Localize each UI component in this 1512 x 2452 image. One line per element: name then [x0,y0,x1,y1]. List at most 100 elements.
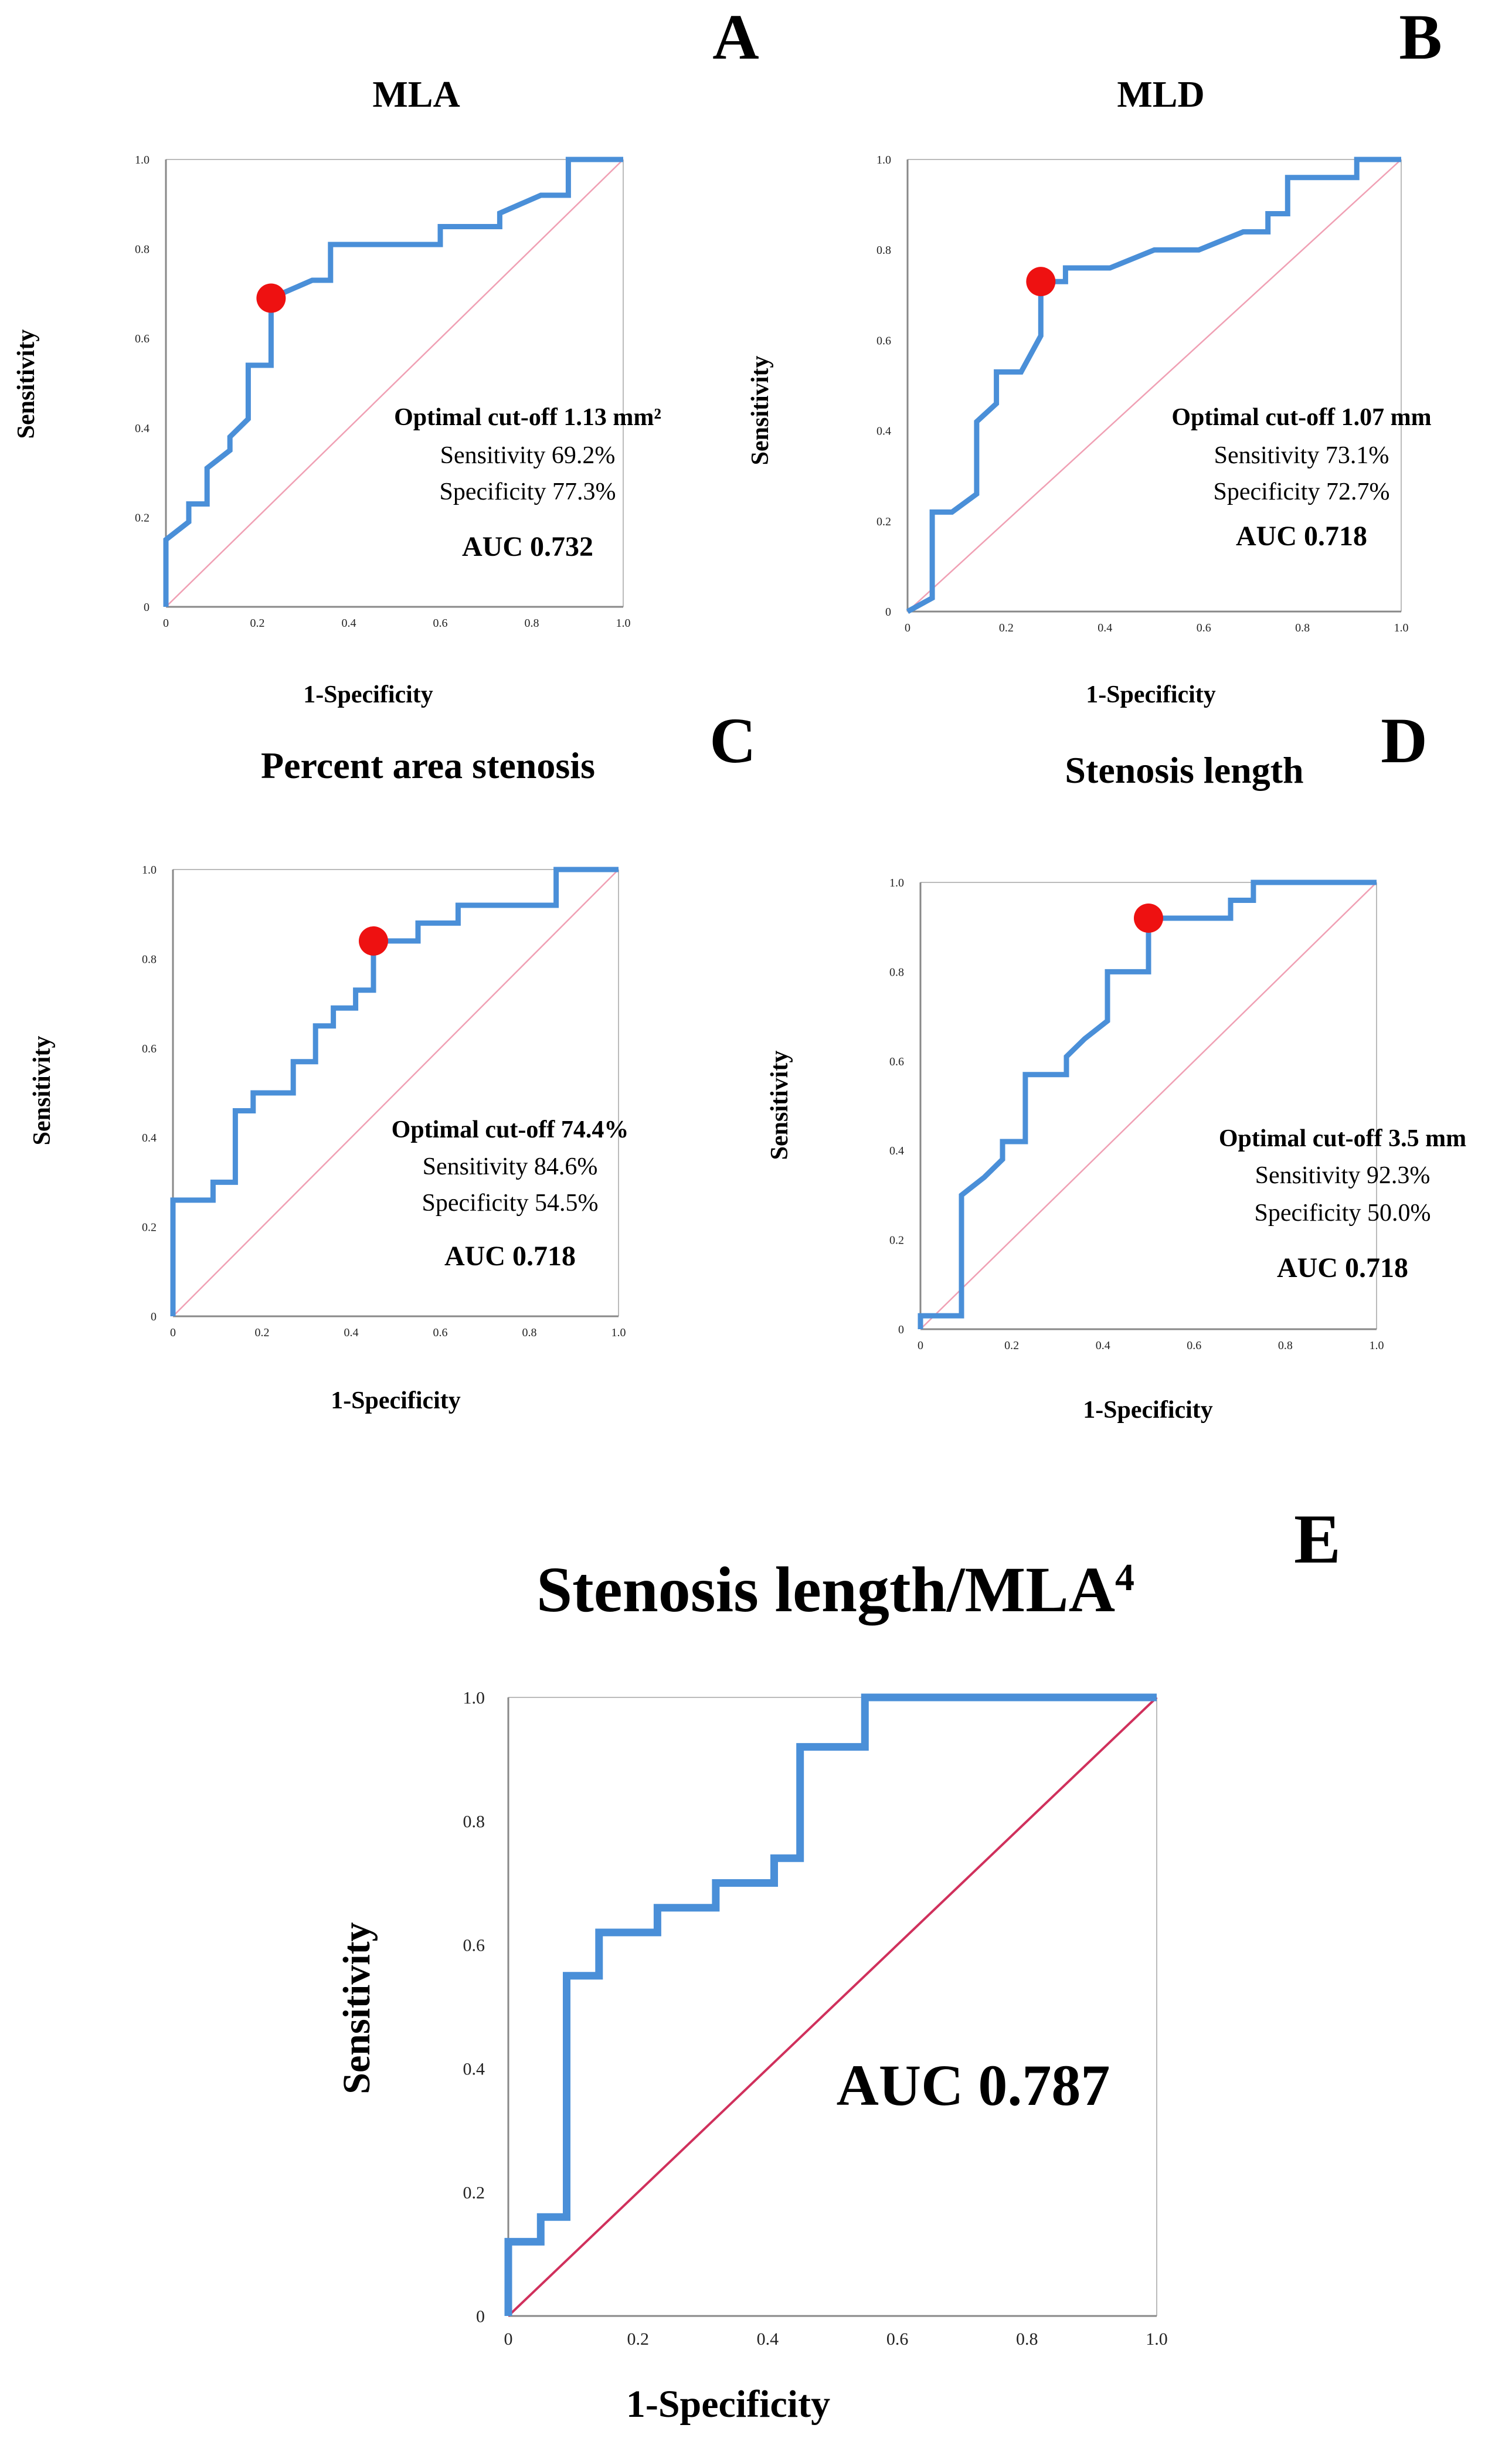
x-tick-label: 0.4 [344,1326,359,1339]
specificity-label-c: Specificity 54.5% [422,1190,599,1217]
x-tick-label: 0 [163,617,169,630]
x-axis-label: 1-Specificity [331,1387,461,1414]
y-tick-label: 1.0 [142,864,157,877]
x-tick-label: 0.4 [1096,1339,1110,1352]
y-tick-label: 0.4 [142,1132,157,1145]
roc-curve-b [906,157,1401,614]
chart-title-e: Stenosis length/MLA4 [536,1554,1134,1625]
y-tick-label: 0.8 [135,243,149,256]
cutoff-label-d: Optimal cut-off 3.5 mm [1219,1125,1466,1152]
x-tick-label: 1.0 [1394,622,1409,634]
x-tick-label: 0.2 [250,617,265,630]
x-tick-label: 1.0 [616,617,631,630]
roc-curve-d [918,879,1377,1329]
y-tick-label: 0.6 [135,332,149,345]
cutoff-point-a [256,283,286,313]
y-tick-label: 0.8 [142,953,157,966]
y-tick-label: 0.4 [463,2060,485,2079]
roc-curve-c [170,867,619,1316]
y-tick-label: 0.8 [463,1812,485,1832]
roc-curve-e [504,1693,1157,2316]
x-tick-label: 0 [905,622,910,634]
cutoff-point-c [359,926,388,956]
sensitivity-label-d: Sensitivity 92.3% [1255,1162,1431,1189]
chart-title-c: Percent area stenosis [261,745,595,786]
x-tick-label: 1.0 [1146,2329,1168,2349]
y-tick-label: 0 [885,606,891,619]
y-tick-label: 0.6 [142,1042,157,1055]
y-tick-label: 0.4 [135,422,149,435]
panel-letter-e: E [1294,1500,1341,1578]
specificity-label-d: Specificity 50.0% [1255,1200,1431,1227]
sensitivity-label-c: Sensitivity 84.6% [423,1153,598,1180]
x-tick-label: 0.6 [433,617,448,630]
y-tick-label: 0.8 [889,966,904,979]
title-superscript: 4 [1115,1556,1134,1599]
panel-letter-a: A [712,1,759,73]
x-tick-label: 0 [918,1339,923,1352]
x-tick-label: 0 [504,2329,513,2349]
y-tick-label: 0.2 [463,2183,485,2203]
x-axis-label: 1-Specificity [1086,681,1216,708]
y-tick-label: 0.2 [876,515,891,528]
y-tick-label: 0.6 [876,334,891,347]
x-tick-label: 1.0 [611,1326,626,1339]
y-axis-label: Sensitivity [13,330,40,439]
x-tick-label: 0.6 [433,1326,448,1339]
x-tick-label: 0.6 [1187,1339,1201,1352]
y-tick-label: 0.4 [876,425,891,438]
y-tick-label: 1.0 [889,877,904,889]
cutoff-label-c: Optimal cut-off 74.4% [392,1116,629,1143]
panel-letter-c: C [709,705,756,776]
x-tick-label: 0.4 [1098,622,1112,634]
chart-title-a: MLA [372,73,460,115]
x-tick-label: 0.2 [999,622,1014,634]
x-axis-label: 1-Specificity [1083,1397,1213,1424]
cutoff-label-b: Optimal cut-off 1.07 mm [1171,404,1431,431]
chart-c: Percent area stenosis C 0 0.2 0.4 0.6 0.8 1.0 0 0… [29,705,756,1414]
x-tick-label: 0.8 [525,617,539,630]
y-axis-label: Sensitivity [766,1051,793,1160]
auc-label-a: AUC 0.732 [462,531,593,562]
y-tick-label: 0.6 [463,1936,485,1955]
auc-label-b: AUC 0.718 [1236,521,1367,552]
y-tick-label: 0 [898,1323,904,1336]
x-tick-label: 0.4 [342,617,356,630]
x-tick-label: 0.2 [627,2329,649,2349]
y-tick-label: 1.0 [463,1689,485,1708]
x-tick-label: 0.2 [255,1326,270,1339]
panel-letter-b: B [1399,1,1442,73]
y-axis-label: Sensitivity [747,356,774,466]
chart-e: Stenosis length/MLA4 E 0 0.2 0.4 0.6 0.8 1.0 0 0.… [335,1500,1341,2426]
x-tick-label: 0.8 [1016,2329,1038,2349]
chart-b: MLD B 0 0.2 0.4 0.6 0.8 1.0 0 0.2 0.4 0.6 0.8 1.0 1-Sp… [747,1,1442,708]
reference-diagonal [920,882,1377,1330]
y-axis-label: Sensitivity [335,1922,378,2094]
y-tick-label: 0 [144,601,149,614]
auc-label-c: AUC 0.718 [444,1241,576,1272]
y-tick-label: 1.0 [876,154,891,167]
x-tick-label: 0.8 [522,1326,537,1339]
y-tick-label: 0.2 [135,511,149,524]
reference-diagonal [172,869,619,1317]
x-tick-label: 0.4 [757,2329,779,2349]
y-tick-label: 0 [476,2307,485,2327]
x-tick-label: 0.8 [1278,1339,1293,1352]
x-tick-label: 0.2 [1004,1339,1019,1352]
panel-letter-d: D [1381,705,1427,776]
auc-label-e: AUC 0.787 [837,2053,1110,2118]
x-tick-label: 0 [170,1326,176,1339]
chart-d: Stenosis length D 0 0.2 0.4 0.6 0.8 1.0 0 0.2 0.4 0… [766,705,1466,1424]
auc-label-d: AUC 0.718 [1277,1252,1408,1283]
cutoff-point-b [1026,267,1056,297]
reference-diagonal [907,159,1402,612]
sensitivity-label-a: Sensitivity 69.2% [440,442,616,469]
specificity-label-a: Specificity 77.3% [440,478,616,505]
y-tick-label: 0.6 [889,1055,904,1068]
cutoff-label-a: Optimal cut-off 1.13 mm² [394,404,661,431]
x-axis-label: 1-Specificity [303,681,433,708]
y-axis-label: Sensitivity [29,1036,56,1146]
reference-diagonal [165,159,624,607]
chart-title-d: Stenosis length [1065,749,1303,791]
